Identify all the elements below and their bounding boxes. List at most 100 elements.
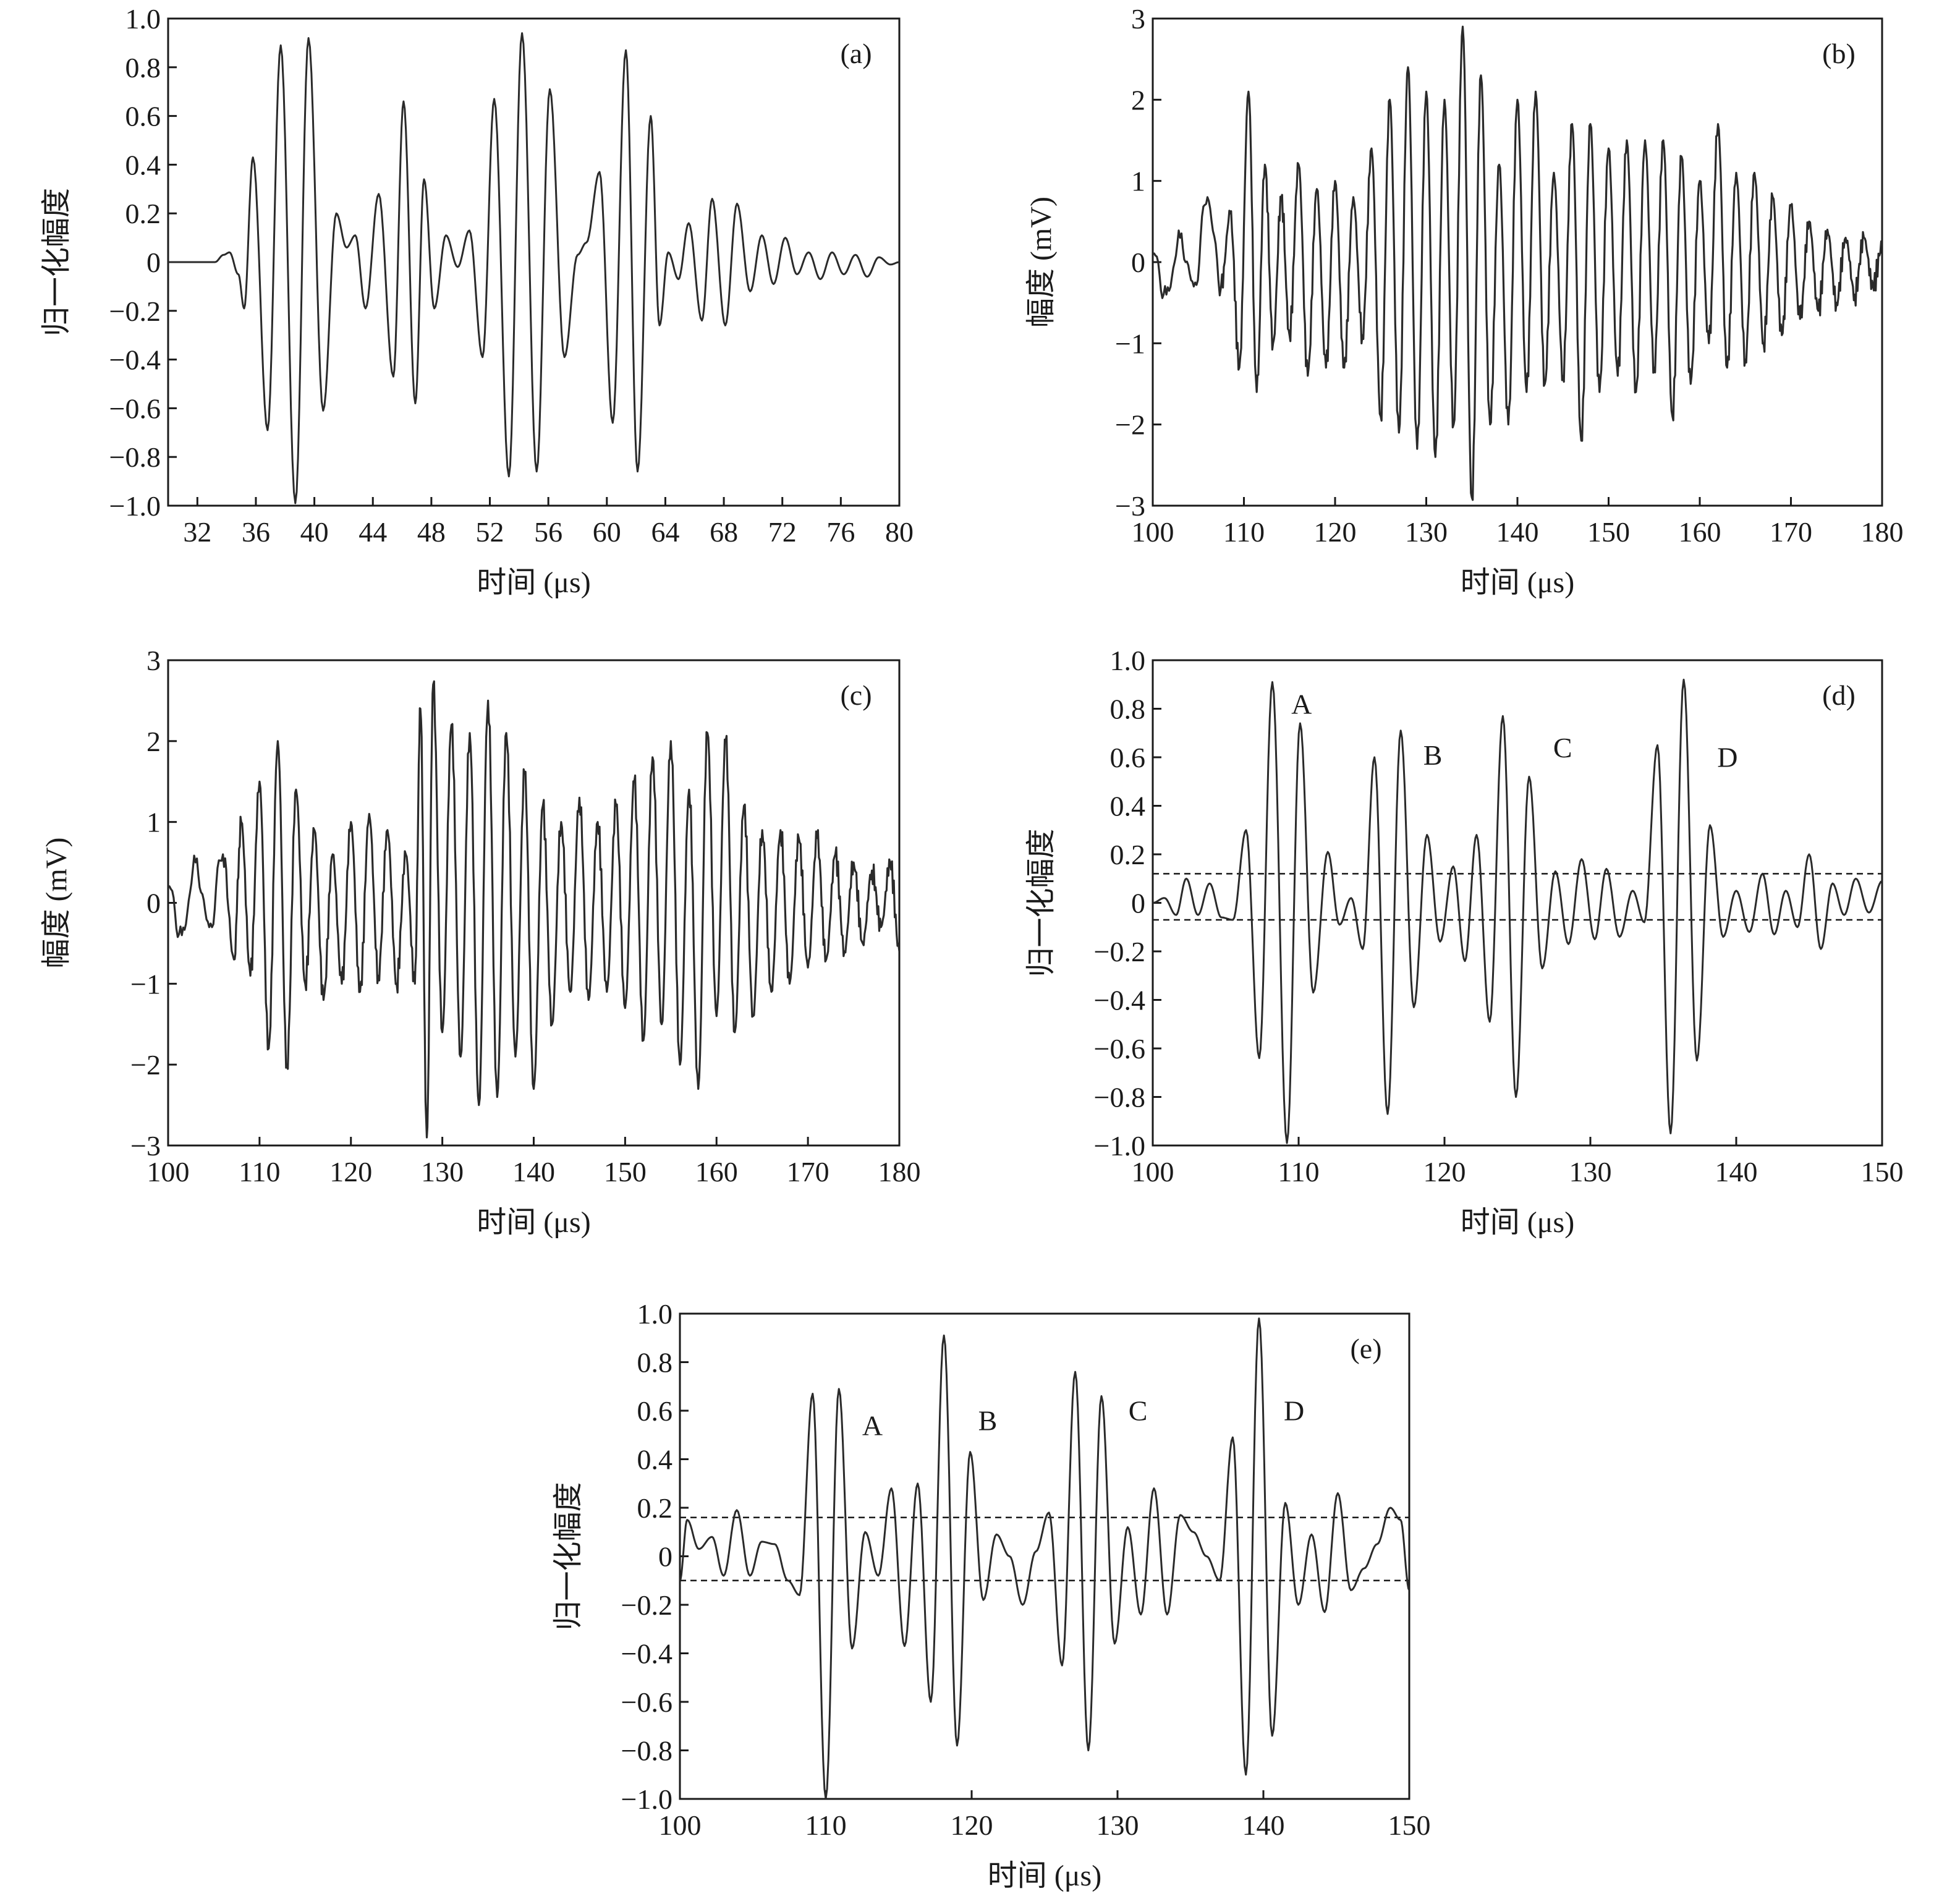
- y-tick-label-d: −0.8: [1094, 1082, 1145, 1113]
- x-axis-title-a: 时间 (μs): [477, 566, 590, 599]
- x-tick-label-d: 150: [1861, 1156, 1904, 1188]
- y-tick-label-b: 2: [1131, 84, 1145, 116]
- x-tick-label-a: 32: [183, 516, 211, 548]
- x-tick-label-a: 44: [358, 516, 387, 548]
- x-tick-label-e: 140: [1242, 1809, 1285, 1841]
- x-tick-label-e: 110: [805, 1809, 846, 1841]
- x-tick-label-c: 110: [239, 1156, 280, 1188]
- x-tick-label-a: 56: [534, 516, 562, 548]
- x-tick-label-a: 64: [651, 516, 679, 548]
- y-tick-label-d: 1.0: [1110, 645, 1146, 676]
- panel-c: 100 110 120 130 140 150 160 170 180 −3 −2 −1 0 1 2 3 时间 …: [40, 645, 921, 1239]
- x-tick-label-c: 130: [421, 1156, 464, 1188]
- y-tick-label-a: −0.2: [109, 295, 161, 327]
- x-tick-label-d: 110: [1278, 1156, 1319, 1188]
- x-axis-title-b: 时间 (μs): [1461, 566, 1574, 599]
- y-tick-label-e: −0.2: [621, 1589, 672, 1621]
- panel-label-d: (d): [1822, 679, 1856, 711]
- x-tick-label-d: 140: [1715, 1156, 1758, 1188]
- y-tick-label-d: −0.2: [1094, 936, 1145, 967]
- y-tick-label-c: 3: [146, 645, 161, 676]
- y-tick-label-b: 1: [1131, 166, 1145, 197]
- x-tick-label-a: 76: [826, 516, 855, 548]
- y-axis-title-e: 归一化幅度: [552, 1482, 585, 1630]
- x-tick-label-c: 150: [604, 1156, 647, 1188]
- y-tick-label-d: 0.4: [1110, 791, 1146, 822]
- y-tick-label-d: 0.6: [1110, 742, 1146, 773]
- x-tick-label-c: 140: [512, 1156, 555, 1188]
- y-tick-label-e: 0.6: [637, 1395, 673, 1427]
- x-tick-label-b: 180: [1861, 516, 1904, 548]
- peak-label-e-C: C: [1129, 1395, 1148, 1427]
- panel-d: 100 110 120 130 140 150 −1.0 −0.8 −0.6 −0.4 −0.2 0 0…: [1025, 645, 1904, 1239]
- y-tick-label-b: −3: [1115, 490, 1145, 522]
- x-tick-label-a: 48: [417, 516, 446, 548]
- x-tick-label-a: 60: [593, 516, 621, 548]
- y-tick-label-e: −0.4: [621, 1638, 672, 1670]
- y-tick-label-c: −3: [130, 1130, 161, 1162]
- y-tick-label-a: 0.6: [125, 101, 161, 132]
- y-tick-label-c: 2: [146, 726, 161, 757]
- x-tick-label-b: 110: [1223, 516, 1265, 548]
- y-tick-label-e: 0: [658, 1541, 672, 1573]
- x-tick-label-d: 120: [1423, 1156, 1466, 1188]
- x-tick-label-d: 130: [1569, 1156, 1612, 1188]
- x-tick-label-a: 68: [710, 516, 738, 548]
- x-axis-title-c: 时间 (μs): [477, 1206, 590, 1239]
- y-tick-label-a: −1.0: [109, 490, 161, 522]
- y-tick-label-e: −0.8: [621, 1735, 672, 1767]
- y-tick-label-e: −1.0: [621, 1783, 672, 1815]
- x-tick-label-c: 160: [695, 1156, 738, 1188]
- y-tick-label-b: −1: [1115, 328, 1145, 359]
- panel-label-b: (b): [1822, 38, 1856, 69]
- y-tick-label-d: −1.0: [1094, 1130, 1145, 1162]
- y-tick-label-c: 1: [146, 807, 161, 838]
- x-tick-label-b: 100: [1132, 516, 1174, 548]
- y-tick-label-a: −0.6: [109, 393, 161, 424]
- panel-label-c: (c): [840, 679, 872, 711]
- x-tick-label-a: 80: [885, 516, 914, 548]
- y-tick-label-e: 0.4: [637, 1444, 673, 1476]
- x-tick-label-a: 52: [476, 516, 504, 548]
- x-tick-label-e: 130: [1097, 1809, 1139, 1841]
- panel-label-a: (a): [840, 38, 872, 69]
- panel-label-e: (e): [1350, 1333, 1381, 1364]
- y-tick-label-a: 1.0: [125, 3, 161, 35]
- signal-line-d: [1153, 678, 1882, 1144]
- y-tick-label-e: 0.2: [637, 1492, 673, 1524]
- x-axis-title-d: 时间 (μs): [1461, 1206, 1574, 1239]
- x-tick-label-e: 120: [951, 1809, 993, 1841]
- y-axis-title-c: 幅度 (mV): [40, 838, 73, 969]
- y-tick-label-a: −0.4: [109, 344, 161, 376]
- x-tick-label-b: 170: [1770, 516, 1812, 548]
- y-tick-label-a: 0.8: [125, 52, 161, 83]
- x-tick-label-a: 40: [300, 516, 329, 548]
- y-tick-label-e: −0.6: [621, 1686, 672, 1718]
- y-axis-title-a: 归一化幅度: [40, 188, 73, 336]
- x-tick-label-e: 150: [1388, 1809, 1431, 1841]
- x-tick-label-b: 120: [1314, 516, 1357, 548]
- x-tick-label-c: 120: [329, 1156, 372, 1188]
- y-tick-label-e: 1.0: [637, 1298, 673, 1330]
- y-tick-label-a: 0.4: [125, 149, 161, 181]
- signal-line-b: [1153, 25, 1882, 501]
- y-tick-label-d: 0.8: [1110, 694, 1146, 725]
- y-tick-label-c: −1: [130, 968, 161, 1000]
- peak-label-e-B: B: [978, 1405, 998, 1436]
- x-tick-label-a: 36: [242, 516, 270, 548]
- y-tick-label-b: −2: [1115, 409, 1145, 441]
- x-tick-label-b: 150: [1587, 516, 1630, 548]
- x-tick-label-c: 100: [147, 1156, 190, 1188]
- peak-label-d-D: D: [1717, 742, 1737, 773]
- x-tick-label-a: 72: [768, 516, 797, 548]
- y-tick-label-b: 0: [1131, 247, 1145, 278]
- x-tick-label-d: 100: [1132, 1156, 1174, 1188]
- x-tick-label-b: 140: [1496, 516, 1539, 548]
- panel-a: 32 36 40 44 48 52 56 60 64 68 72 76 80 −1.0 −0.8 −0.6 −0…: [40, 3, 914, 599]
- y-tick-label-a: 0: [146, 247, 161, 278]
- peak-label-d-C: C: [1553, 732, 1572, 763]
- y-tick-label-a: −0.8: [109, 441, 161, 473]
- peak-label-d-B: B: [1423, 739, 1443, 771]
- y-tick-label-a: 0.2: [125, 198, 161, 229]
